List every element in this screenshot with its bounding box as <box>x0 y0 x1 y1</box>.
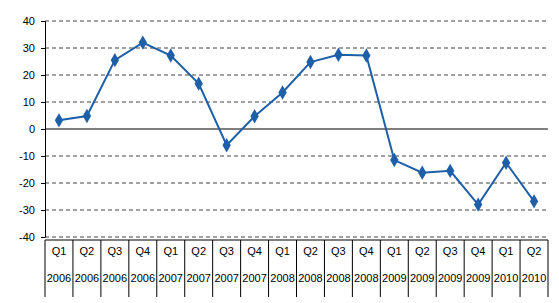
marker <box>502 156 510 170</box>
y-tick: 30 <box>23 42 45 54</box>
table-separator <box>436 240 437 297</box>
y-tick-mark <box>41 102 45 103</box>
marker <box>250 109 258 123</box>
table-separator <box>408 240 409 297</box>
x-tick-label: Q12010 <box>494 245 518 284</box>
x-tick-label: Q12008 <box>270 245 294 284</box>
table-separator <box>100 240 101 297</box>
x-tick-label: Q32009 <box>438 245 462 284</box>
x-tick-label: Q32007 <box>214 245 238 284</box>
y-tick-label: 10 <box>23 96 35 108</box>
y-tick-label: 20 <box>23 69 35 81</box>
x-tick-label: Q12006 <box>47 245 71 284</box>
y-tick-label: -40 <box>19 231 35 243</box>
table-separator <box>464 240 465 297</box>
x-tick-label: Q22010 <box>522 245 546 284</box>
plot: -40-30-20-10010203040Q12006Q22006Q32006Q… <box>19 15 548 297</box>
grid-line <box>45 183 548 184</box>
y-axis-line <box>41 22 46 238</box>
x-tick-label: Q32008 <box>326 245 350 284</box>
x-tick-label: Q12007 <box>159 245 183 284</box>
marker <box>418 166 426 180</box>
chart: -40-30-20-10010203040Q12006Q22006Q32006Q… <box>0 0 559 303</box>
marker <box>306 55 314 69</box>
grid-line <box>45 156 548 157</box>
table-separator <box>296 240 297 297</box>
y-tick-mark <box>41 48 45 49</box>
y-tick: 0 <box>29 123 45 135</box>
table-separator <box>45 240 46 297</box>
grid <box>45 21 548 237</box>
grid-line <box>45 21 548 22</box>
table-separator <box>520 240 521 297</box>
y-tick-mark <box>41 21 45 22</box>
y-tick: -10 <box>19 150 45 162</box>
marker <box>390 153 398 167</box>
marker <box>222 138 230 152</box>
x-tick-label: Q42006 <box>131 245 155 284</box>
y-tick: 40 <box>23 15 45 27</box>
x-tick-label: Q42008 <box>354 245 378 284</box>
x-tick-label: Q22007 <box>186 245 210 284</box>
line <box>59 43 534 205</box>
table-separator <box>492 240 493 297</box>
x-tick-label: Q42007 <box>242 245 266 284</box>
marker <box>167 48 175 62</box>
y-tick-label: 0 <box>29 123 35 135</box>
x-tick-label: Q22006 <box>75 245 99 284</box>
table-separator <box>380 240 381 297</box>
y-tick-label: -20 <box>19 177 35 189</box>
y-tick-mark <box>41 183 45 184</box>
table-separator <box>184 240 185 297</box>
y-tick-label: 30 <box>23 42 35 54</box>
series <box>55 35 538 211</box>
x-tick-label: Q32006 <box>103 245 127 284</box>
x-tick-label: Q42009 <box>466 245 490 284</box>
marker <box>139 35 147 49</box>
x-tick-label: Q22008 <box>298 245 322 284</box>
marker <box>334 48 342 62</box>
y-tick-label: -10 <box>19 150 35 162</box>
y-tick: -20 <box>19 177 45 189</box>
marker <box>446 164 454 178</box>
marker <box>530 194 538 208</box>
marker <box>195 76 203 90</box>
y-tick-mark <box>41 129 45 130</box>
marker <box>278 85 286 99</box>
y-tick: 10 <box>23 96 45 108</box>
grid-line <box>45 75 548 76</box>
marker <box>111 53 119 67</box>
grid-line <box>45 102 548 103</box>
y-tick: -40 <box>19 231 45 243</box>
marker <box>474 197 482 211</box>
grid-line <box>45 210 548 211</box>
table-separator <box>128 240 129 297</box>
category-table: Q12006Q22006Q32006Q42006Q12007Q22007Q320… <box>45 240 548 297</box>
x-tick-label: Q22009 <box>410 245 434 284</box>
y-tick-mark <box>41 237 45 238</box>
y-tick-mark <box>41 210 45 211</box>
x-tick-label: Q12009 <box>382 245 406 284</box>
marker <box>55 113 63 127</box>
table-separator <box>324 240 325 297</box>
table-separator <box>268 240 269 297</box>
y-tick-label: -30 <box>19 204 35 216</box>
marker <box>362 48 370 62</box>
table-separator <box>156 240 157 297</box>
y-tick: 20 <box>23 69 45 81</box>
table-separator <box>72 240 73 297</box>
grid-line <box>45 237 548 238</box>
y-tick-label: 40 <box>23 15 35 27</box>
table-separator <box>352 240 353 297</box>
table-separator <box>240 240 241 297</box>
table-separator <box>548 240 549 297</box>
y-tick-mark <box>41 156 45 157</box>
table-separator <box>212 240 213 297</box>
y-tick: -30 <box>19 204 45 216</box>
y-axis: -40 -30 -20 -10 0 10 20 30 40 <box>19 15 45 243</box>
grid-line <box>45 48 548 49</box>
zero-line <box>45 129 548 130</box>
y-tick-mark <box>41 75 45 76</box>
marker <box>83 109 91 123</box>
